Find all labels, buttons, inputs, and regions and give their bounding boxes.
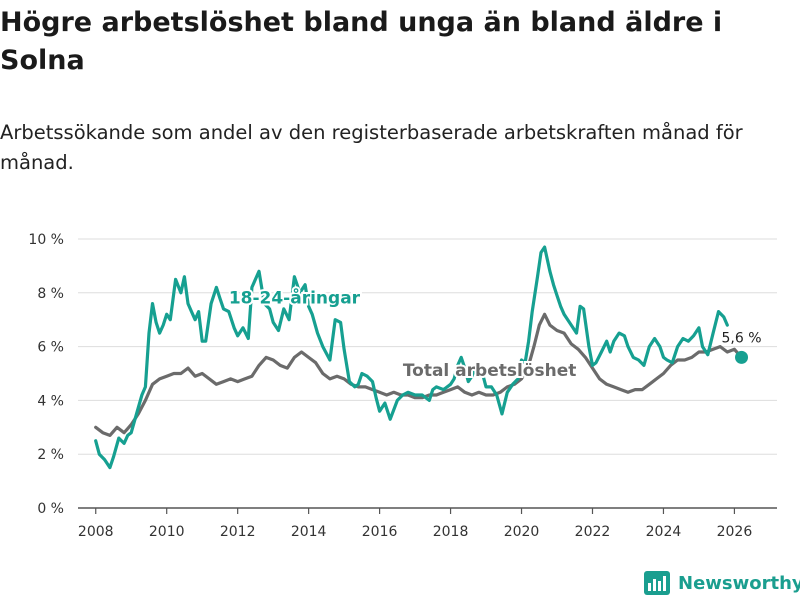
series-line-youth	[94, 245, 729, 470]
end-value-label: 5,6 %	[722, 330, 762, 346]
y-tick-label: 8 %	[37, 286, 64, 302]
y-axis-ticks: 0 % 2 % 4 % 6 % 8 % 10 %	[28, 232, 64, 517]
x-tick-label: 2024	[646, 524, 682, 540]
y-tick-label: 4 %	[37, 393, 64, 409]
chart-title: Högre arbetslöshet bland unga än bland ä…	[0, 7, 723, 76]
y-tick-label: 2 %	[37, 447, 64, 463]
x-tick-label: 2020	[504, 524, 540, 540]
series-lines	[94, 245, 749, 470]
x-tick-label: 2014	[291, 524, 327, 540]
chart-subtitle: Arbetssökande som andel av den registerb…	[0, 121, 743, 174]
series-labels: 18-24-åringar Total arbetslöshet 5,6 %	[227, 285, 763, 384]
series-label-youth: 18-24-åringar	[229, 287, 361, 309]
series-label-total: Total arbetslöshet	[403, 361, 577, 381]
x-tick-label: 2026	[717, 524, 753, 540]
newsworthy-logo: Newsworthy	[644, 566, 800, 600]
y-tick-label: 10 %	[28, 232, 64, 248]
y-tick-label: 6 %	[37, 340, 64, 356]
x-tick-label: 2008	[78, 524, 114, 540]
y-tick-label: 0 %	[37, 501, 64, 517]
x-tick-label: 2022	[575, 524, 611, 540]
end-point-marker	[735, 350, 749, 364]
bar-chart-icon	[644, 571, 670, 595]
series-line-total	[94, 312, 744, 437]
x-tick-label: 2016	[362, 524, 398, 540]
x-tick-label: 2012	[220, 524, 256, 540]
x-axis-ticks: 2008 2010 2012 2014 2016 2018 2020 2022 2024 2026	[78, 508, 752, 540]
line-chart: 0 % 2 % 4 % 6 % 8 % 10 % 2008 2010 2012 2014 2016…	[28, 232, 777, 540]
x-tick-label: 2018	[433, 524, 469, 540]
x-tick-label: 2010	[149, 524, 185, 540]
brand-name: Newsworthy	[678, 572, 800, 594]
